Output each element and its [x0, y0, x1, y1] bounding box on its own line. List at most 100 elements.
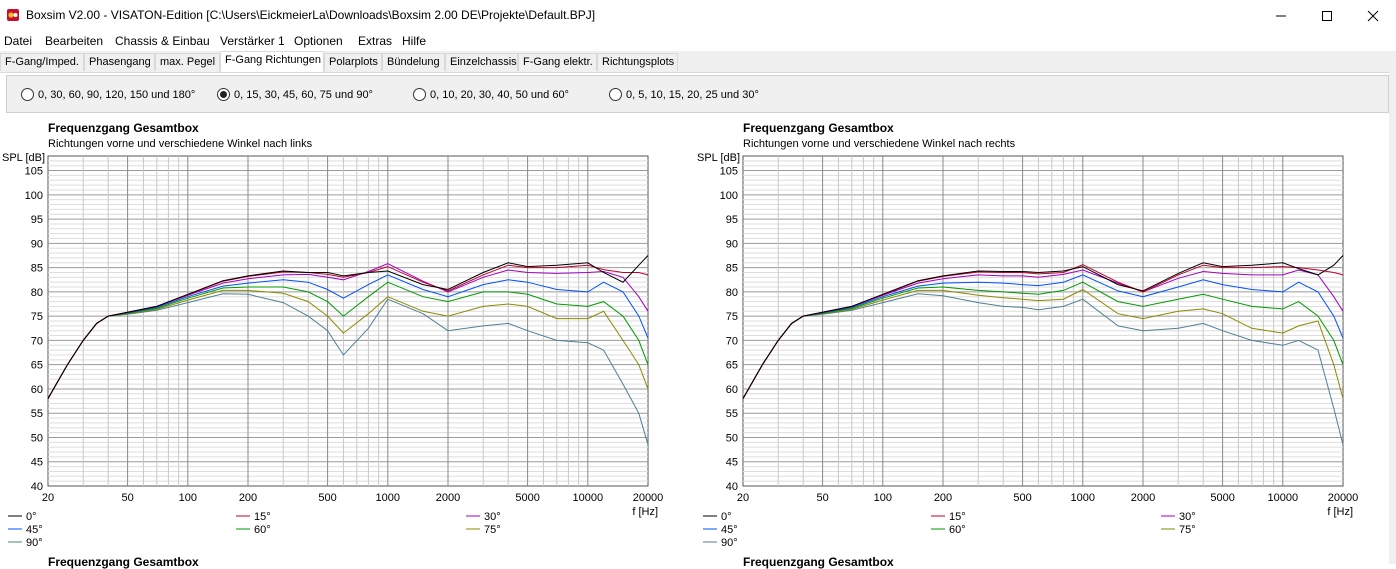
tab-fgang-imped[interactable]: F-Gang/Imped.	[0, 53, 84, 71]
radio-label: 0, 15, 30, 45, 60, 75 und 90°	[234, 88, 373, 101]
menu-bearbeiten[interactable]: Bearbeiten	[45, 34, 104, 48]
maximize-icon	[1322, 10, 1332, 21]
left-chart-subtitle: Richtungen vorne und verschiedene Winkel…	[48, 138, 313, 150]
y-tick-label: 55	[726, 408, 738, 420]
tab-polarplots[interactable]: Polarplots	[324, 53, 382, 71]
menu-datei[interactable]: Datei	[4, 34, 33, 48]
left-frequency-chart: 40 45 50 55 60 65 70 75 80 85 90 95 100 105 20 50 100 200…	[2, 152, 664, 549]
radio-angles-0-60[interactable]: 0, 10, 20, 30, 40, 50 und 60°	[413, 88, 569, 101]
tab-buendelung[interactable]: Bündelung	[382, 53, 445, 71]
menu-chassis[interactable]: Chassis & Einbau	[115, 34, 210, 48]
x-tick-label: 200	[934, 492, 952, 504]
legend-label: 45°	[721, 524, 738, 536]
legend-label: 60°	[949, 524, 966, 536]
tab-fgang-elektr[interactable]: F-Gang elektr.	[518, 53, 597, 71]
y-tick-label: 105	[25, 166, 43, 178]
legend-label: 0°	[26, 511, 37, 523]
legend-label: 45°	[26, 524, 43, 536]
x-tick-label: 5000	[1210, 492, 1234, 504]
x-tick-label: 200	[239, 492, 257, 504]
angle-selection-panel: 0, 30, 60, 90, 120, 150 und 180° 0, 15, …	[6, 75, 1389, 113]
x-tick-label: 100	[179, 492, 197, 504]
y-tick-label: 70	[31, 335, 43, 347]
menu-bar: Datei Bearbeiten Chassis & Einbau Verstä…	[0, 31, 1396, 51]
tab-fgang-richtungen[interactable]: F-Gang Richtungen	[220, 51, 324, 72]
x-tick-label: 500	[318, 492, 336, 504]
tab-phasengang[interactable]: Phasengang	[84, 53, 155, 71]
legend-label: 90°	[26, 537, 43, 549]
vertical-scrollbar[interactable]	[1389, 51, 1396, 564]
legend-label: 75°	[1179, 524, 1196, 536]
y-tick-label: 60	[726, 384, 738, 396]
legend-label: 0°	[721, 511, 732, 523]
window-title: Boxsim V2.00 - VISATON-Edition [C:\Users…	[26, 8, 596, 22]
x-tick-label: 5000	[515, 492, 539, 504]
radio-angles-0-90[interactable]: 0, 15, 30, 45, 60, 75 und 90°	[217, 88, 373, 101]
y-axis-label: SPL [dB]	[697, 152, 740, 164]
series-line-0deg	[47, 255, 649, 399]
x-tick-label: 1000	[376, 492, 400, 504]
maximize-button[interactable]	[1304, 0, 1350, 31]
x-tick-label: 2000	[436, 492, 460, 504]
y-tick-label: 45	[31, 457, 43, 469]
menu-optionen[interactable]: Optionen	[294, 34, 343, 48]
x-axis-label: f [Hz]	[1327, 506, 1353, 518]
y-tick-label: 50	[31, 432, 43, 444]
radio-angles-0-180[interactable]: 0, 30, 60, 90, 120, 150 und 180°	[21, 88, 195, 101]
x-tick-label: 10000	[1267, 492, 1298, 504]
tab-richtungsplots[interactable]: Richtungsplots	[597, 53, 678, 71]
x-tick-label: 2000	[1131, 492, 1155, 504]
radio-angles-0-30[interactable]: 0, 5, 10, 15, 20, 25 und 30°	[609, 88, 759, 101]
y-tick-label: 40	[31, 481, 43, 493]
right-chart-title: Frequenzgang Gesamtbox	[743, 121, 894, 135]
y-tick-label: 100	[25, 190, 43, 202]
bottom-chart-title-left: Frequenzgang Gesamtbox	[48, 555, 199, 569]
x-tick-label: 20	[737, 492, 749, 504]
legend-label: 75°	[484, 524, 501, 536]
x-tick-label: 1000	[1071, 492, 1095, 504]
right-chart-subtitle: Richtungen vorne und verschiedene Winkel…	[743, 138, 1016, 150]
y-tick-label: 85	[31, 263, 43, 275]
left-chart-title: Frequenzgang Gesamtbox	[48, 121, 199, 135]
y-tick-label: 80	[31, 287, 43, 299]
x-tick-label: 100	[874, 492, 892, 504]
minimize-button[interactable]	[1258, 0, 1304, 31]
y-tick-label: 100	[720, 190, 738, 202]
close-icon	[1367, 10, 1379, 21]
y-tick-label: 40	[726, 481, 738, 493]
minimize-icon	[1276, 15, 1286, 16]
menu-verstaerker[interactable]: Verstärker 1	[220, 34, 285, 48]
tab-einzelchassis[interactable]: Einzelchassis	[445, 53, 518, 71]
y-tick-label: 75	[726, 311, 738, 323]
menu-hilfe[interactable]: Hilfe	[402, 34, 427, 48]
menu-extras[interactable]: Extras	[358, 34, 393, 48]
y-tick-label: 95	[31, 214, 43, 226]
radio-label: 0, 30, 60, 90, 120, 150 und 180°	[38, 88, 196, 101]
y-tick-label: 60	[31, 384, 43, 396]
y-tick-label: 75	[31, 311, 43, 323]
y-tick-label: 90	[726, 238, 738, 250]
radio-circle-selected	[217, 88, 230, 101]
title-bar: Boxsim V2.00 - VISATON-Edition [C:\Users…	[0, 0, 1396, 31]
y-tick-label: 80	[726, 287, 738, 299]
bottom-chart-title-right: Frequenzgang Gesamtbox	[743, 555, 894, 569]
x-tick-label: 50	[816, 492, 828, 504]
x-tick-label: 10000	[572, 492, 603, 504]
series-line-0deg	[742, 255, 1344, 399]
y-tick-label: 70	[726, 335, 738, 347]
tab-max-pegel[interactable]: max. Pegel	[155, 53, 220, 71]
y-tick-label: 50	[726, 432, 738, 444]
y-tick-label: 65	[726, 360, 738, 372]
y-tick-label: 95	[726, 214, 738, 226]
radio-label: 0, 10, 20, 30, 40, 50 und 60°	[430, 88, 569, 101]
y-tick-label: 85	[726, 263, 738, 275]
x-tick-label: 500	[1013, 492, 1031, 504]
legend-label: 15°	[254, 511, 271, 523]
radio-circle	[609, 88, 622, 101]
close-button[interactable]	[1350, 0, 1396, 31]
radio-label: 0, 5, 10, 15, 20, 25 und 30°	[626, 88, 759, 101]
app-icon	[7, 9, 19, 21]
x-tick-label: 20000	[633, 492, 664, 504]
radio-circle	[413, 88, 426, 101]
legend-label: 30°	[484, 511, 501, 523]
